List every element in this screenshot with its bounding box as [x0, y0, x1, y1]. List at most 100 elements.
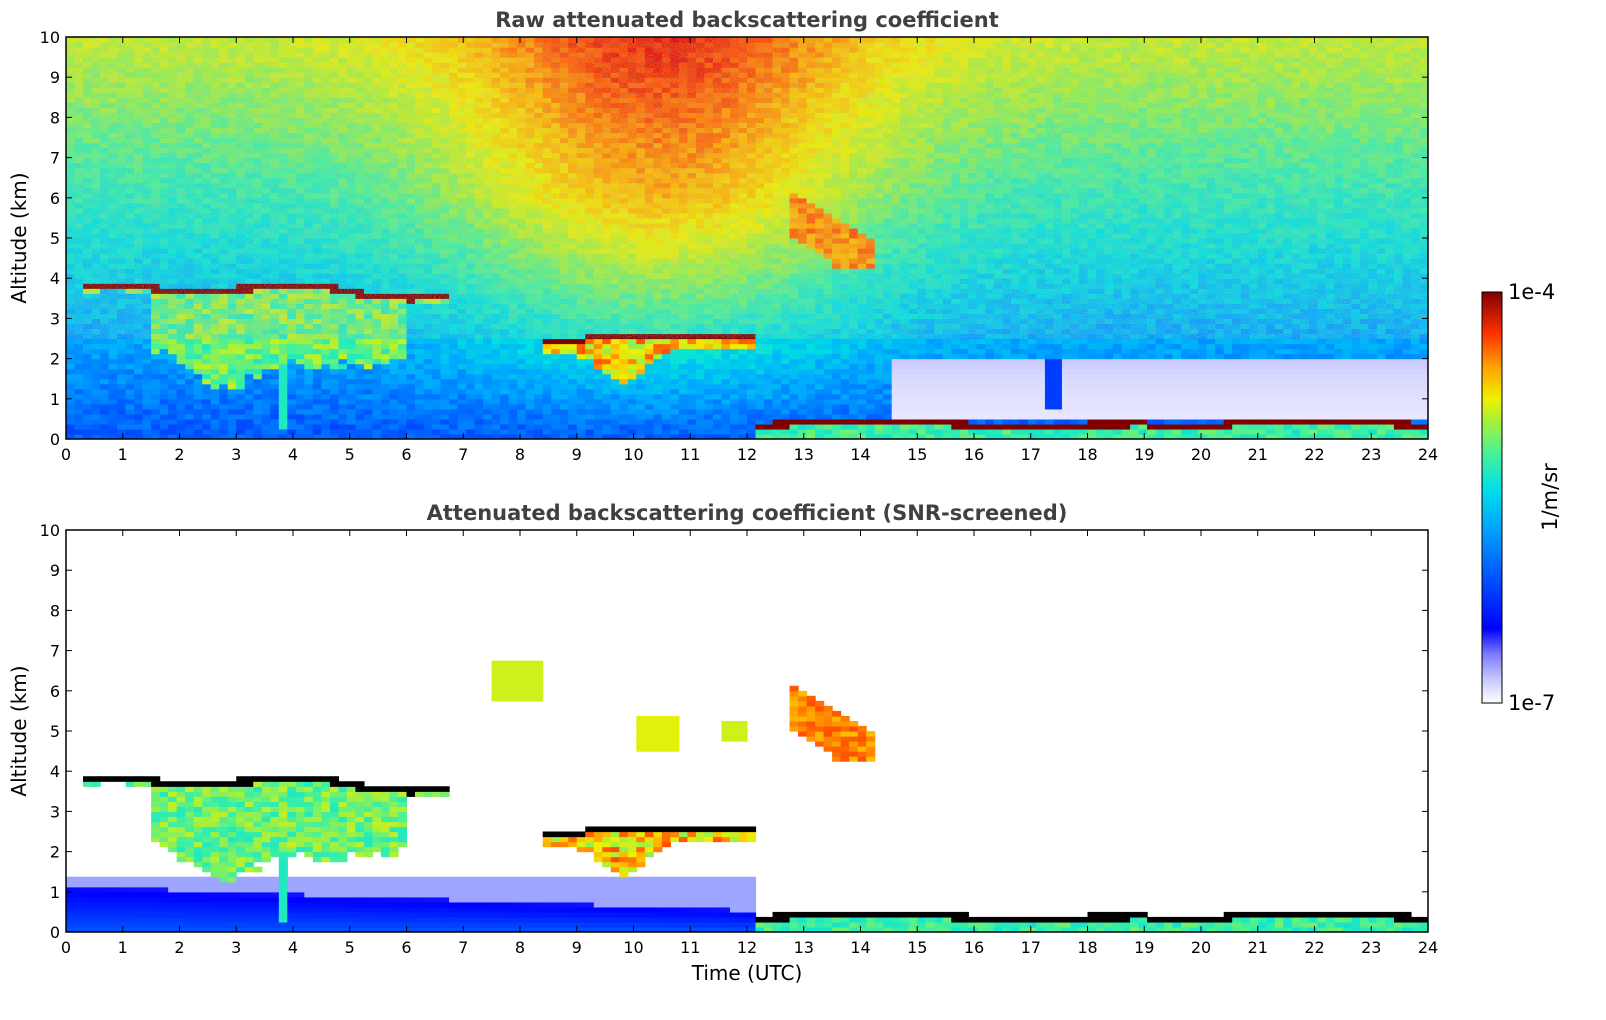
heatmap-cell [66, 363, 76, 370]
heatmap-cell [338, 338, 348, 345]
heatmap-cell [74, 358, 84, 365]
heatmap-cell [159, 408, 169, 415]
heatmap-cell [91, 373, 101, 380]
heatmap-cell [517, 408, 527, 415]
heatmap-cell [508, 383, 518, 390]
heatmap-cell [423, 363, 433, 370]
heatmap-cell [363, 353, 374, 360]
heatmap-cell [534, 428, 544, 435]
heatmap-cell [295, 403, 305, 410]
heatmap-cell [576, 398, 586, 405]
heatmap-cell [210, 363, 220, 370]
heatmap-cell [389, 393, 399, 400]
heatmap-cell [346, 428, 357, 435]
heatmap-cell [202, 363, 212, 370]
heatmap-cell [500, 408, 510, 415]
heatmap-cell [168, 418, 178, 425]
heatmap-cell [355, 423, 365, 430]
heatmap-cell [210, 413, 220, 420]
heatmap-cell [117, 418, 127, 425]
heatmap-cell [142, 343, 152, 350]
heatmap-cell [66, 398, 76, 405]
heatmap-cell [355, 403, 365, 410]
heatmap-cell [593, 418, 603, 425]
heatmap-cell [449, 348, 459, 355]
heatmap-cell [491, 383, 501, 390]
heatmap-cell [227, 423, 237, 430]
heatmap-cell [134, 358, 144, 365]
heatmap-cell [91, 398, 101, 405]
heatmap-cell [415, 408, 425, 415]
heatmap-cell [525, 423, 535, 430]
heatmap-cell [278, 363, 288, 370]
heatmap-cell [423, 343, 433, 350]
heatmap-cell [457, 433, 467, 439]
heatmap-cell [151, 343, 161, 350]
heatmap-cell [406, 363, 416, 370]
heatmap-cell [338, 388, 348, 395]
heatmap-cell [517, 413, 527, 420]
heatmap-cell [363, 398, 374, 405]
heatmap-cell [253, 363, 263, 370]
heatmap-cell [466, 393, 476, 400]
heatmap-cell [278, 378, 288, 385]
heatmap-cell [457, 383, 467, 390]
heatmap-cell [457, 413, 467, 420]
heatmap-cell [74, 428, 84, 435]
heatmap-cell [457, 398, 467, 405]
heatmap-cell [517, 348, 527, 355]
heatmap-cell [406, 378, 416, 385]
heatmap-cell [457, 348, 467, 355]
heatmap-cell [270, 433, 280, 439]
heatmap-cell [406, 393, 416, 400]
heatmap-cell [491, 363, 501, 370]
heatmap-cell [355, 408, 365, 415]
heatmap-cell [304, 393, 314, 400]
heatmap-cell [253, 393, 263, 400]
heatmap-cell [329, 363, 339, 370]
heatmap-cell [500, 398, 510, 405]
heatmap-cell [304, 423, 314, 430]
heatmap-cell [551, 393, 561, 400]
heatmap-cell [117, 378, 127, 385]
heatmap-cell [329, 418, 339, 425]
heatmap-cell [372, 418, 382, 425]
heatmap-cell [83, 368, 93, 375]
heatmap-cell [559, 423, 569, 430]
heatmap-cell [321, 423, 331, 430]
heatmap-cell [466, 348, 476, 355]
heatmap-cell [457, 358, 467, 365]
heatmap-cell [593, 393, 603, 400]
heatmap-cell [108, 428, 118, 435]
heatmap-cell [525, 433, 535, 439]
heatmap-cell [159, 388, 169, 395]
heatmap-cell [517, 393, 527, 400]
heatmap-cell [278, 388, 288, 395]
heatmap-cell [457, 353, 467, 360]
heatmap-cell [389, 368, 399, 375]
heatmap-cell [236, 368, 246, 375]
heatmap-cell [542, 398, 552, 405]
heatmap-cell [253, 398, 263, 405]
heatmap-cell [500, 418, 510, 425]
heatmap-cell [508, 393, 518, 400]
heatmap-cell [449, 423, 459, 430]
heatmap-cell [108, 383, 118, 390]
heatmap-cell [321, 408, 331, 415]
heatmap-cell [525, 358, 535, 365]
heatmap-cell [91, 353, 101, 360]
heatmap-cell [363, 428, 374, 435]
heatmap-cell [168, 433, 178, 439]
heatmap-cell [466, 413, 476, 420]
heatmap-cell [508, 363, 518, 370]
heatmap-cell [117, 373, 127, 380]
heatmap-cell [457, 363, 467, 370]
heatmap-cell [91, 393, 101, 400]
heatmap-cell [389, 403, 399, 410]
heatmap-cell [185, 353, 195, 360]
heatmap-cell [100, 418, 110, 425]
heatmap-cell [117, 413, 127, 420]
heatmap-cell [83, 398, 93, 405]
heatmap-cell [415, 433, 425, 439]
heatmap-cell [261, 368, 271, 375]
